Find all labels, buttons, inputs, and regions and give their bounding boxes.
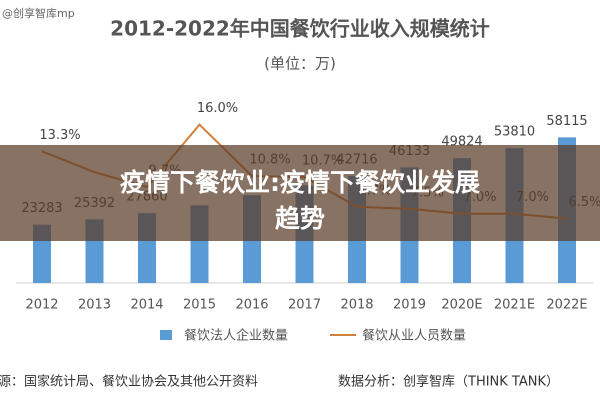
chart-title: 2012-2022年中国餐饮行业收入规模统计: [110, 17, 490, 41]
x-tick-label: 2014: [130, 298, 163, 313]
overlay-text: 疫情下餐饮业:疫情下餐饮业发展: [120, 168, 480, 197]
x-tick-label: 2020E: [441, 298, 482, 313]
data-label: 58115: [546, 114, 587, 129]
source: 源：国家统计局、餐饮业协会及其他公开资料: [0, 374, 258, 390]
x-tick-label: 2022E: [546, 298, 587, 313]
x-tick-label: 2021E: [494, 298, 535, 313]
data-label: 13.3%: [39, 128, 80, 143]
legend-label: 餐饮法人企业数量: [184, 328, 288, 344]
x-tick-label: 2013: [78, 298, 111, 313]
watermark: @创享智库mp: [2, 6, 75, 20]
legend-swatch: [160, 330, 172, 340]
x-tick-label: 2018: [340, 298, 373, 313]
x-tick-label: 2019: [393, 298, 426, 313]
chart-subtitle: (单位：万): [264, 55, 336, 73]
analysis: 数据分析：创享智库（THINK TANK）: [338, 374, 559, 390]
legend-label: 餐饮从业人员数量: [362, 328, 466, 344]
x-tick-label: 2012: [25, 298, 58, 313]
data-label: 53810: [494, 125, 535, 140]
x-tick-label: 2015: [183, 298, 216, 313]
x-tick-label: 2017: [288, 298, 321, 313]
overlay-banner: [0, 145, 600, 241]
overlay-text: 趋势: [275, 204, 325, 233]
x-tick-label: 2016: [235, 298, 268, 313]
data-label: 16.0%: [197, 101, 238, 116]
